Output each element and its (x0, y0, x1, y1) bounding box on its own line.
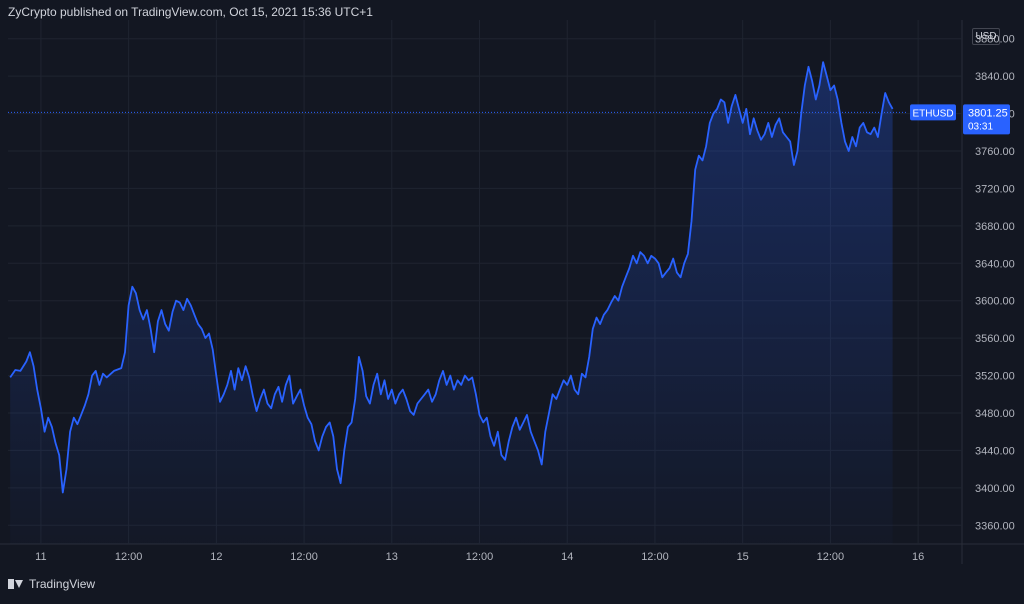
y-tick-label: 3680.00 (975, 221, 1015, 233)
y-tick-label: 3560.00 (975, 333, 1015, 345)
x-tick-label: 12 (210, 551, 222, 563)
x-tick-label: 12:00 (817, 551, 845, 563)
price-line (9, 61, 894, 494)
x-tick-label: 12:00 (466, 551, 494, 563)
x-tick-label: 15 (737, 551, 749, 563)
y-tick-label: 3480.00 (975, 408, 1015, 420)
y-tick-label: 3440.00 (975, 445, 1015, 457)
y-tick-label: 3600.00 (975, 296, 1015, 308)
tradingview-footer[interactable]: TradingView (8, 577, 95, 591)
y-tick-label: 3720.00 (975, 183, 1015, 195)
price-area-fill (10, 62, 893, 544)
x-tick-label: 12:00 (290, 551, 318, 563)
symbol-label: ETHUSD (912, 108, 953, 119)
x-tick-label: 13 (386, 551, 398, 563)
y-tick-label: 3520.00 (975, 371, 1015, 383)
x-tick-label: 12:00 (115, 551, 143, 563)
tradingview-logo-icon (8, 579, 24, 589)
x-tick-label: 16 (912, 551, 924, 563)
y-tick-label: 3360.00 (975, 520, 1015, 532)
last-price-value: 3801.25 (968, 107, 1008, 119)
symbol-label-bg (910, 104, 956, 121)
y-tick-label: 3880.00 (975, 34, 1015, 46)
x-tick-label: 11 (35, 551, 46, 563)
last-price-countdown: 03:31 (968, 121, 993, 132)
last-price-label-bg (963, 104, 1010, 135)
published-header: ZyCrypto published on TradingView.com, O… (8, 5, 373, 19)
x-tick-label: 14 (561, 551, 573, 563)
y-tick-label: 3400.00 (975, 483, 1015, 495)
y-tick-label: 3840.00 (975, 71, 1015, 83)
currency-button[interactable]: USD (972, 28, 1000, 45)
x-tick-label: 12:00 (641, 551, 669, 563)
y-tick-label: 3760.00 (975, 146, 1015, 158)
footer-brand: TradingView (29, 577, 96, 591)
y-tick-label: 3640.00 (975, 258, 1015, 270)
